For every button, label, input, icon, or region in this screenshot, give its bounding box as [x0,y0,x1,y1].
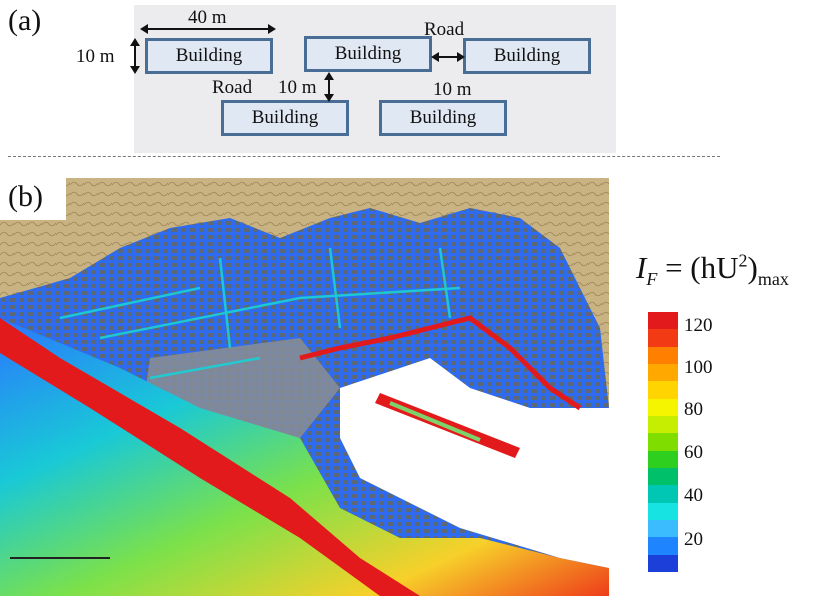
colorbar-cell [648,468,678,486]
formula-exponent: 2 [738,250,748,271]
colorbar-cell [648,416,678,434]
colorbar-cell [648,312,678,330]
inundation-map [0,178,609,596]
colorbar-tick-label: 60 [684,442,703,463]
colorbar-cell [648,554,678,573]
panel-divider [8,156,720,157]
dimension-width-label: 40 m [188,7,227,28]
colorbar-cell [648,537,678,556]
colorbar-tick-label: 120 [684,315,713,336]
building-3: Building [463,38,591,74]
colorbar-cell [648,433,678,452]
dimension-gap-vertical-label: 10 m [278,77,317,98]
building-4: Building [221,100,349,136]
building-5: Building [379,100,507,136]
colorbar-cell [648,381,678,400]
panel-b-tag: (b) [8,180,43,213]
road-label-left: Road [212,77,253,98]
gap-arrow-horizontal-icon [431,52,465,62]
colorbar-tick-label: 80 [684,399,703,420]
width-arrow-icon [140,24,276,34]
colorbar-cell [648,346,678,365]
dimension-height-label: 10 m [76,46,115,67]
intensity-formula: IF = (hU2)max [636,250,789,290]
building-2: Building [304,36,432,72]
colorbar-cell [648,485,678,504]
panel-a-tag: (a) [8,4,42,37]
colorbar-tick-label: 40 [684,485,703,506]
colorbar-tick-label: 20 [684,529,703,550]
dimension-gap-horizontal-label: 10 m [433,79,472,100]
formula-lhs: I [636,250,647,285]
formula-lhs-sub: F [646,269,658,290]
road-label-top: Road [424,19,465,40]
colorbar-cell [648,364,678,382]
colorbar-tick-label: 100 [684,357,713,378]
colorbar-cell [648,502,678,521]
colorbar-cell [648,450,678,469]
gap-arrow-vertical-icon [324,72,334,102]
colorbar-cell [648,329,678,348]
building-1: Building [145,38,273,74]
colorbar-cell [648,398,678,417]
formula-max: max [757,269,789,290]
height-arrow-icon [130,38,140,74]
colorbar-cell [648,520,678,538]
formula-body: = (hU [657,250,739,285]
formula-close: ) [747,250,758,285]
